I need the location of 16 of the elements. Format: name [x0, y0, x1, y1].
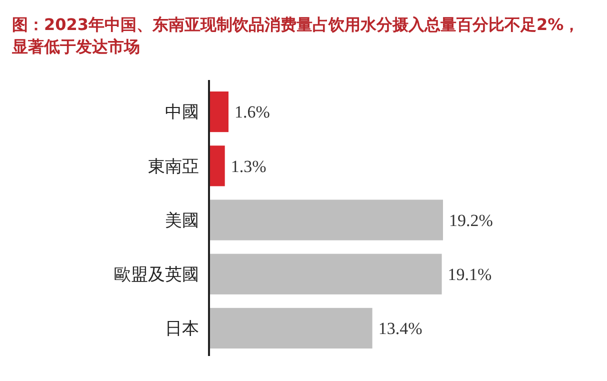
data-label: 13.4%: [378, 319, 422, 338]
y-tick-label: 日本: [165, 319, 199, 338]
y-tick-label: 歐盟及英國: [114, 265, 199, 284]
bar: [209, 308, 372, 349]
bar: [209, 91, 228, 132]
data-label: 1.3%: [230, 156, 266, 176]
data-label: 19.1%: [448, 265, 492, 284]
data-label: 1.6%: [234, 102, 270, 122]
y-tick-label: 美國: [165, 210, 199, 230]
y-tick-label: 中國: [165, 102, 199, 122]
data-label: 19.2%: [449, 210, 493, 230]
chart-title: 图：2023年中国、东南亚现制饮品消费量占饮用水分摄入总量百分比不足2%，显著低于发达市场: [11, 15, 580, 56]
bar: [209, 254, 442, 294]
bar: [209, 200, 443, 240]
y-tick-label: 東南亞: [148, 156, 199, 176]
bar: [209, 146, 225, 186]
